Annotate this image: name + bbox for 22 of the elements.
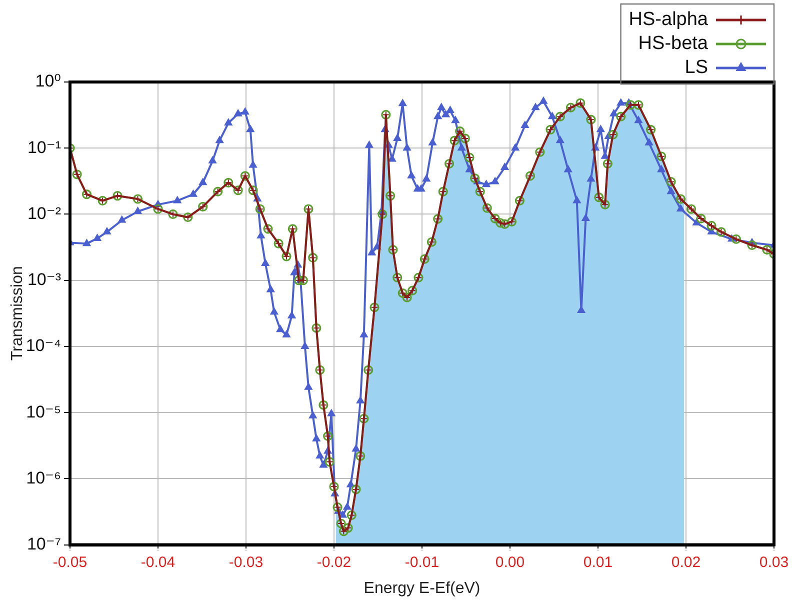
- y-tick-label: 10⁻⁴: [26, 336, 61, 356]
- x-tick-label: 0.02: [671, 554, 701, 571]
- x-axis-title: Energy E-Ef(eV): [364, 580, 480, 597]
- x-tick-label: 0.03: [759, 554, 789, 571]
- x-tick-label: -0.02: [316, 554, 352, 571]
- y-tick-label: 10⁻⁷: [26, 534, 61, 554]
- y-tick-label: 10⁻³: [27, 270, 62, 290]
- legend-label: HS-beta: [638, 33, 708, 54]
- y-tick-label: 10⁻¹: [27, 138, 62, 157]
- x-tick-label: -0.01: [404, 554, 440, 571]
- y-tick-label: 10⁻⁶: [26, 468, 61, 488]
- y-axis-title: Transmission: [9, 266, 26, 361]
- x-tick-label: 0.00: [495, 554, 525, 571]
- y-tick-label: 10⁻²: [27, 204, 62, 223]
- x-tick-label: -0.04: [140, 554, 176, 571]
- legend-label: LS: [684, 57, 708, 78]
- x-tick-label: -0.05: [52, 554, 88, 571]
- x-tick-label: -0.03: [228, 554, 264, 571]
- y-tick-label: 10⁰: [35, 72, 62, 91]
- y-tick-label: 10⁻⁵: [26, 402, 61, 422]
- x-tick-label: 0.01: [583, 554, 613, 571]
- legend-label: HS-alpha: [628, 9, 708, 30]
